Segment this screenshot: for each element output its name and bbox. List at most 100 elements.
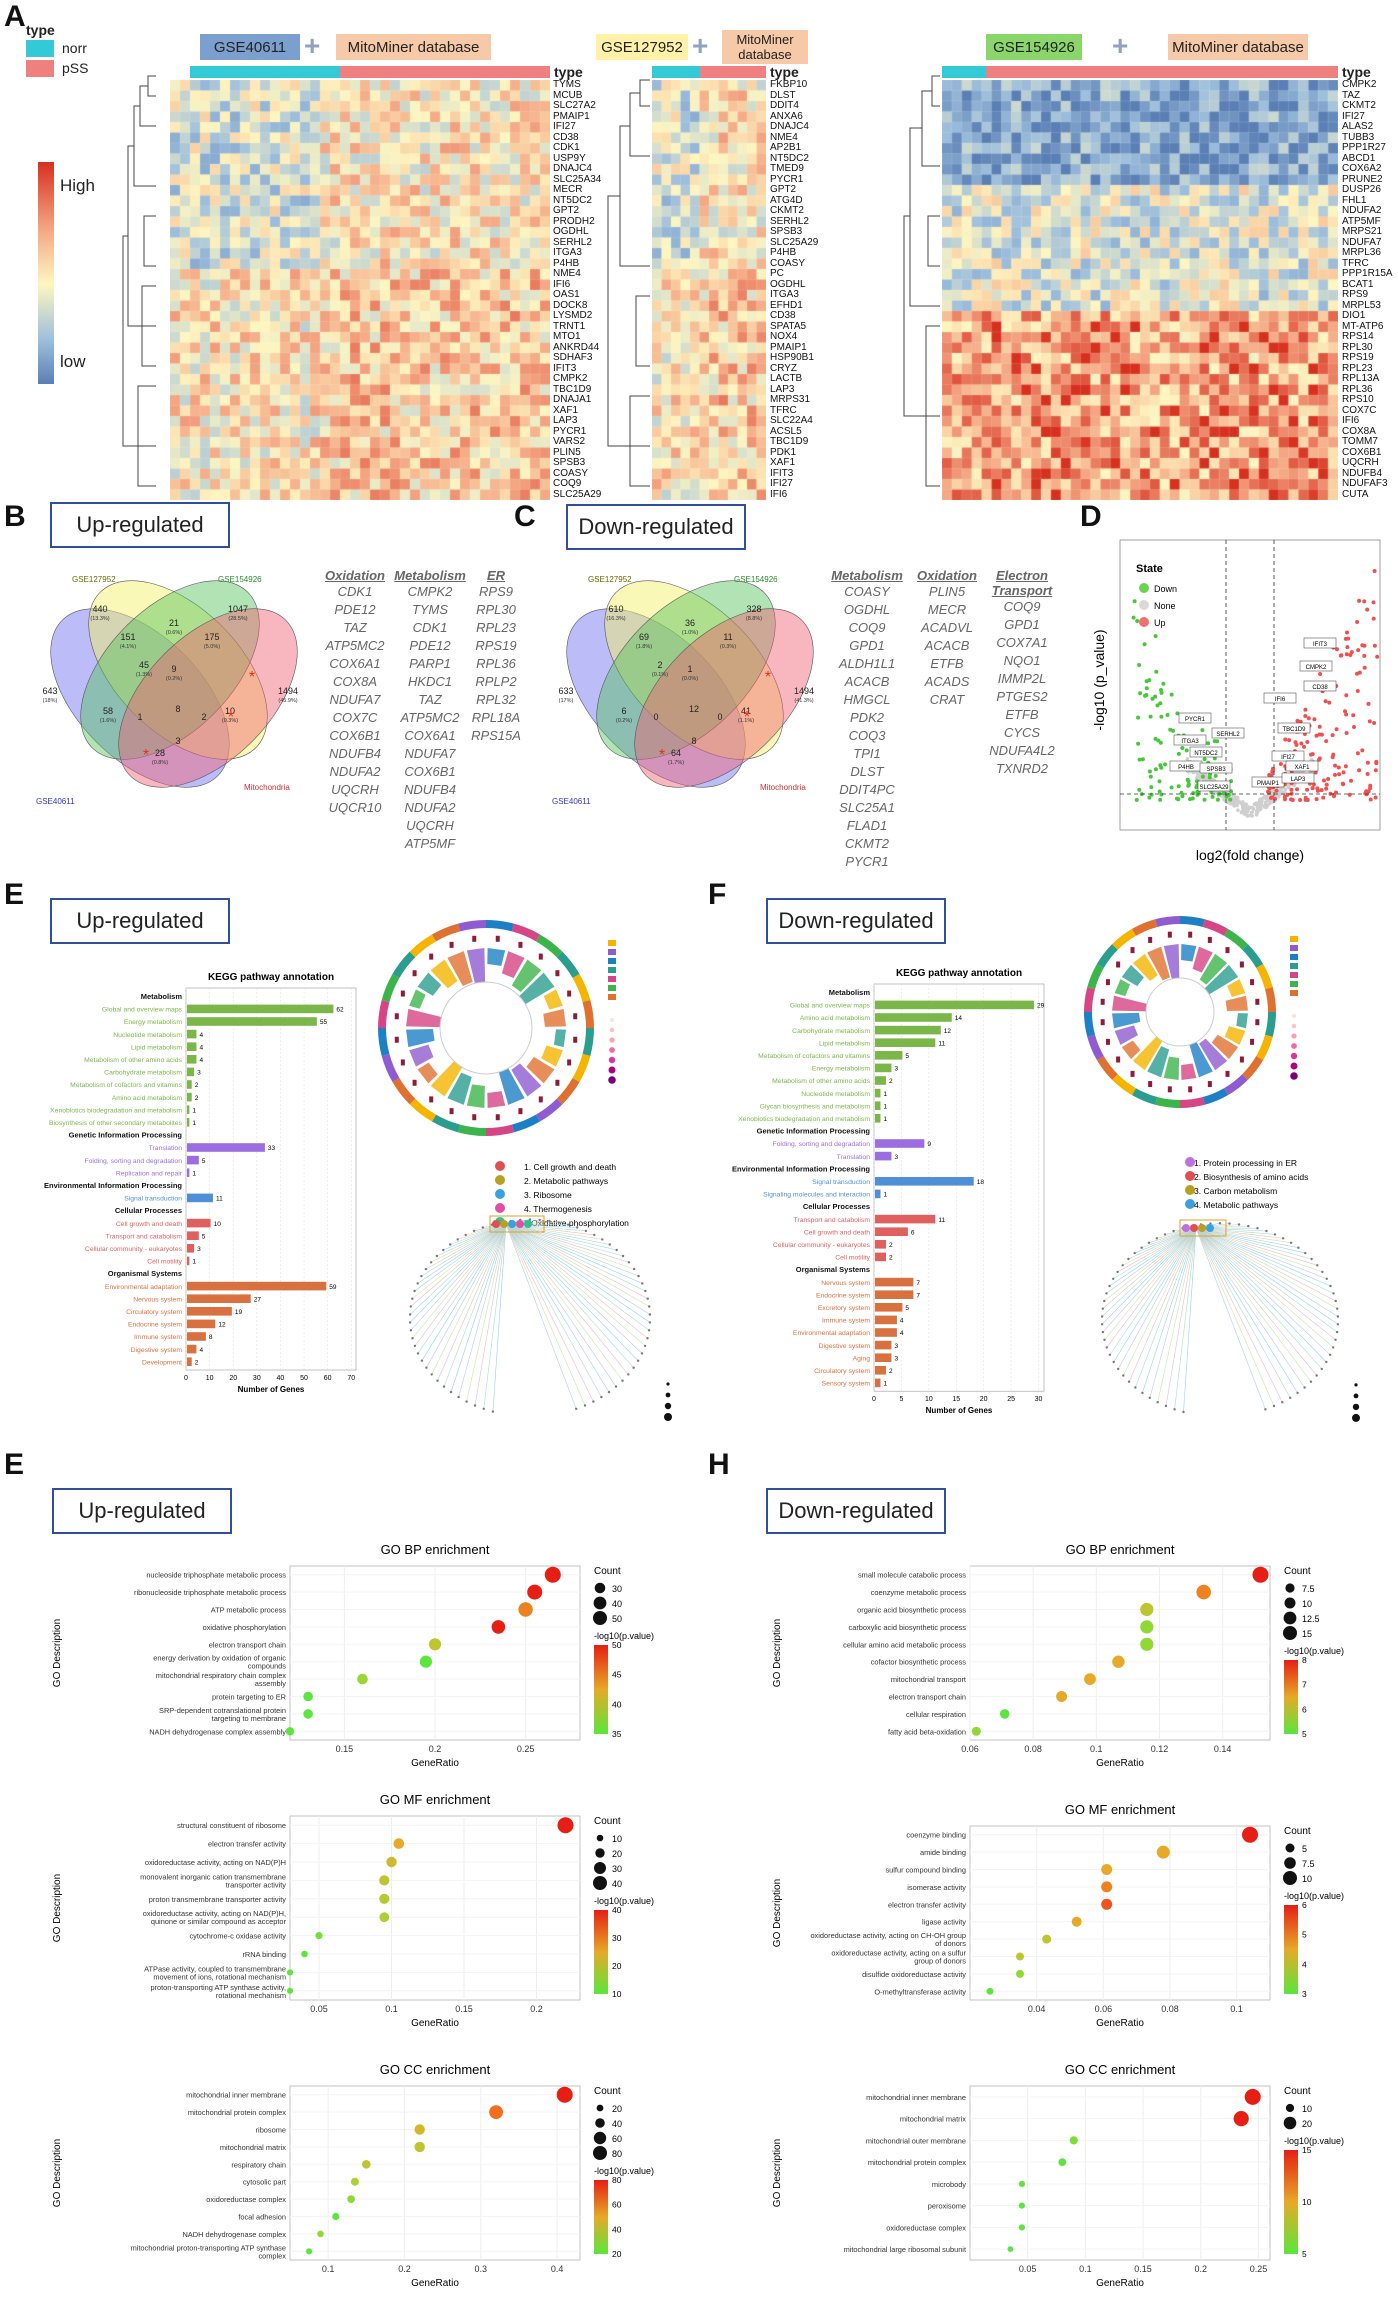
gene-label: IFI6 bbox=[1342, 415, 1360, 426]
volcano-point-up bbox=[1298, 798, 1303, 802]
circos-mark bbox=[1225, 1070, 1230, 1077]
network-gene-node bbox=[457, 1395, 460, 1399]
circos-mark bbox=[518, 941, 523, 948]
network-edge bbox=[1128, 1227, 1197, 1260]
gene-label: COASY bbox=[770, 257, 806, 269]
go-term-point bbox=[1196, 1584, 1211, 1600]
volcano-point-none bbox=[1277, 795, 1281, 799]
kegg-bar bbox=[875, 1114, 881, 1123]
go-term-label: disulfide oxidoreductase activity bbox=[862, 1970, 966, 1979]
kegg-bar-value: 8 bbox=[209, 1334, 213, 1341]
network-edge bbox=[505, 1223, 646, 1292]
network-gene-node bbox=[1103, 1338, 1106, 1341]
venn-region-count: 8 bbox=[175, 704, 180, 714]
network-edge bbox=[1109, 1227, 1197, 1287]
gene-label: NT5DC2 bbox=[553, 194, 592, 206]
kegg-category-label: Xenobiotics biodegradation and metabolis… bbox=[50, 1107, 182, 1114]
go-count-legend-label: 30 bbox=[612, 1584, 622, 1594]
kegg-bar-value: 3 bbox=[894, 1066, 898, 1073]
kegg-bar-value: 12 bbox=[218, 1322, 226, 1329]
gene-label: LYSMD2 bbox=[553, 310, 593, 321]
network-size-legend-dot bbox=[1353, 1393, 1359, 1399]
gene-label: PC bbox=[770, 268, 784, 279]
network-edge bbox=[474, 1223, 507, 1406]
network-edge bbox=[505, 1223, 629, 1375]
network-gene-node bbox=[1315, 1374, 1318, 1377]
volcano-point-up bbox=[1352, 725, 1356, 729]
volcano-point-none bbox=[1258, 804, 1262, 809]
go-count-legend-dot bbox=[593, 2131, 607, 2145]
gene-label: SLC25A29 bbox=[553, 488, 602, 500]
go-color-legend-label: 35 bbox=[612, 1729, 622, 1739]
circos-mark bbox=[555, 970, 560, 977]
go-term-label: complex bbox=[258, 2251, 286, 2260]
circos-inner-bar bbox=[1121, 964, 1144, 987]
gene-label: COX6B1 bbox=[1342, 446, 1382, 458]
gene-label: ACSL5 bbox=[770, 425, 802, 437]
network-edge bbox=[1149, 1227, 1197, 1398]
type-bar-pss-1 bbox=[340, 66, 550, 78]
go-x-label: GeneRatio bbox=[411, 1758, 459, 1769]
go-term-point bbox=[1056, 1691, 1068, 1702]
circos-ring-segment bbox=[572, 1053, 591, 1082]
kegg-bar-value: 33 bbox=[268, 1145, 276, 1152]
venn-region-count: 328 bbox=[746, 604, 761, 614]
go-x-tick: 0.15 bbox=[336, 1744, 354, 1754]
go-term-label: movement of ions, rotational mechanism bbox=[153, 1972, 286, 1981]
volcano-point-up bbox=[1345, 645, 1350, 650]
volcano-point-up bbox=[1375, 654, 1380, 659]
go-term-label: mitochondrial proton-transporting ATP sy… bbox=[131, 2243, 286, 2252]
kegg-bar-value: 6 bbox=[911, 1229, 915, 1236]
network-gene-node bbox=[648, 1313, 652, 1316]
gene-label: DNAJC4 bbox=[553, 163, 592, 174]
go-term-label: ATP metabolic process bbox=[211, 1606, 287, 1615]
go-color-bar bbox=[1284, 2150, 1298, 2254]
venn-region-percent: (41.3%) bbox=[794, 698, 813, 704]
network-edge bbox=[1195, 1227, 1334, 1348]
volcano-point-down bbox=[1159, 714, 1164, 719]
gene-label: OAS1 bbox=[553, 289, 580, 300]
kegg-bar bbox=[875, 1139, 925, 1148]
circos-inner-bar bbox=[1181, 1063, 1197, 1080]
circos-inner-bar bbox=[497, 1064, 525, 1105]
volcano-point-up bbox=[1317, 732, 1322, 737]
network-edge bbox=[1106, 1227, 1197, 1348]
go-term-label: ligase activity bbox=[922, 1918, 966, 1927]
volcano-point-up bbox=[1338, 653, 1343, 658]
go-term-point bbox=[1016, 1952, 1024, 1961]
go-down-mf-plot: GO MF enrichment 0.04 0.06 0.08 0.1 GeneRatio… bbox=[772, 1802, 1344, 2029]
gene-label: CMPK2 bbox=[1342, 79, 1377, 90]
volcano-legend-label: None bbox=[1154, 601, 1176, 611]
go-down-bp-plot: GO BP enrichment 0.06 0.08 0.1 0.12 0.14 GeneR… bbox=[772, 1542, 1344, 1769]
volcano-point-up bbox=[1355, 620, 1360, 624]
volcano-point-up bbox=[1298, 719, 1303, 724]
volcano-point-none bbox=[1240, 806, 1245, 810]
network-gene-node bbox=[420, 1274, 423, 1278]
kegg-category-label: Cell motility bbox=[147, 1259, 182, 1266]
kegg-bar-value: 1 bbox=[192, 1107, 196, 1114]
network-gene-node bbox=[1101, 1330, 1105, 1334]
go-term-point bbox=[1042, 1934, 1052, 1944]
pathway-legend-label: 3. Carbon metabolism bbox=[1194, 1186, 1277, 1196]
kegg-category-label: Biosynthesis of other secondary metaboli… bbox=[49, 1120, 183, 1127]
network-gene-node bbox=[640, 1352, 644, 1355]
go-term-label: mitochondrial transport bbox=[891, 1675, 966, 1684]
network-gene-node bbox=[408, 1321, 412, 1324]
volcano-point-down bbox=[1149, 792, 1154, 797]
kegg-bar bbox=[187, 1256, 190, 1266]
venn-up-title: Up-regulated bbox=[50, 502, 230, 548]
network-gene-node bbox=[643, 1344, 647, 1348]
circos-ring-segment bbox=[582, 1000, 594, 1028]
go-term-label: proton transmembrane transporter activit… bbox=[149, 1895, 287, 1904]
network-gene-node bbox=[1105, 1292, 1108, 1295]
gene-list-item: RPL32 bbox=[476, 692, 516, 707]
volcano-point-up bbox=[1324, 782, 1329, 787]
go-color-legend-label: 8 bbox=[1302, 1655, 1307, 1665]
network-gene-node bbox=[1303, 1386, 1306, 1389]
network-edge bbox=[505, 1223, 650, 1307]
gene-list-item: COX6B1 bbox=[329, 728, 381, 743]
venn-region-count: 3 bbox=[175, 736, 180, 746]
volcano-point-up bbox=[1343, 764, 1348, 769]
volcano-point-down bbox=[1148, 714, 1153, 719]
kegg-bar-value: 62 bbox=[336, 1007, 344, 1014]
